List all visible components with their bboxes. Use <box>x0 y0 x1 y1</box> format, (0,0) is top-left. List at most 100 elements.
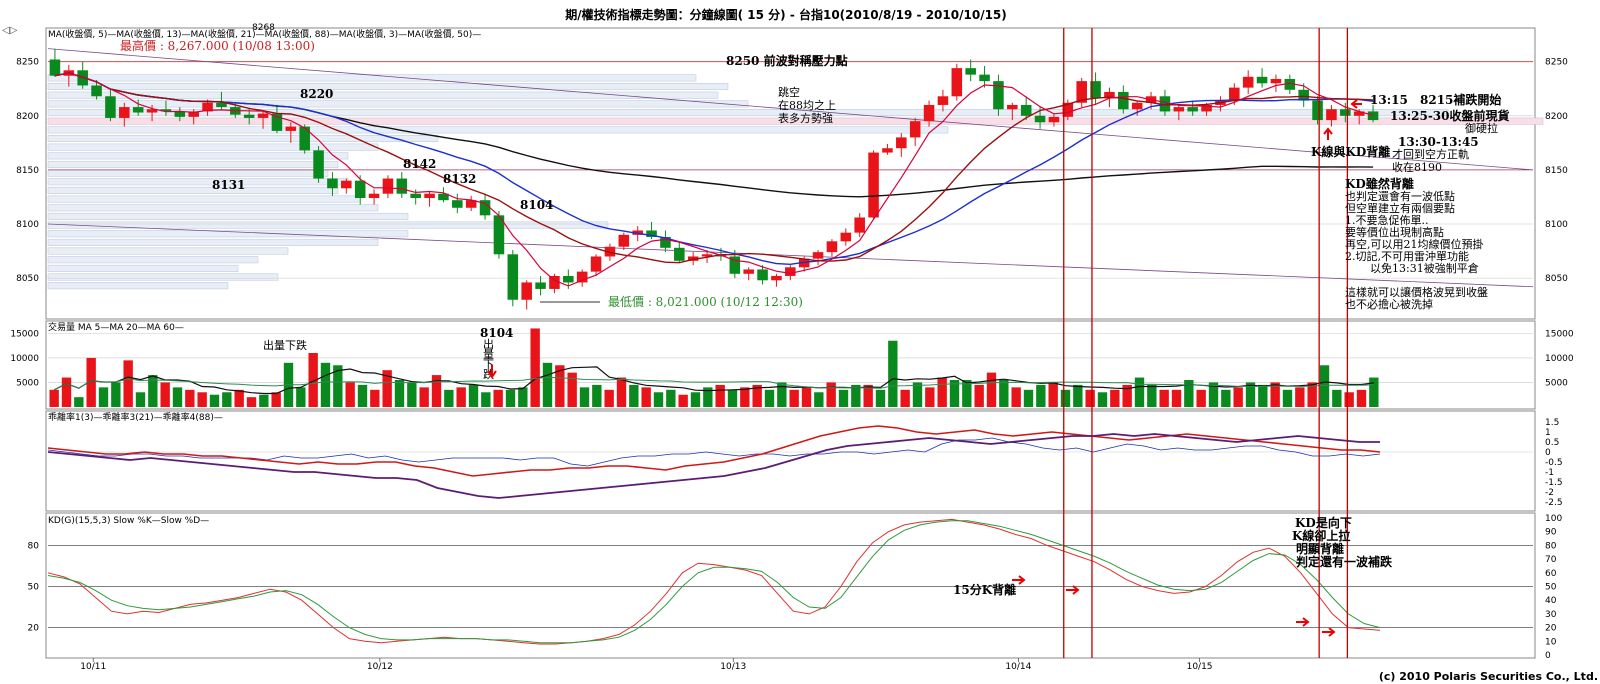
note-r6: 收在8190 <box>1392 160 1442 174</box>
nav-arrows-icon[interactable]: ◁▷ <box>2 25 18 36</box>
volume-bar <box>160 382 170 407</box>
volume-profile-bar <box>47 273 279 281</box>
bias-tick-right: 0.5 <box>1545 438 1559 448</box>
candle-body <box>1242 76 1254 88</box>
kd-line-k <box>47 518 1381 645</box>
candle-body <box>49 59 61 76</box>
candle-body <box>1020 104 1032 116</box>
volume-bar <box>764 389 775 407</box>
candle-body <box>146 109 158 113</box>
volume-tick-right: 10000 <box>1545 354 1574 364</box>
kd-tick-right: 40 <box>1545 596 1557 606</box>
price-panel <box>45 27 1536 320</box>
candle-body <box>1270 78 1282 84</box>
kd-legend: KD(G)(15,5,3) Slow %K—Slow %D— <box>48 516 209 526</box>
volume-bar <box>1171 389 1182 407</box>
volume-bar <box>949 380 960 407</box>
volume-profile-bar <box>47 178 349 186</box>
volume-bar <box>246 397 257 407</box>
candle-body <box>368 193 380 199</box>
volume-bar <box>937 377 947 407</box>
candle-body <box>1367 111 1379 121</box>
bias-tick-right: 1.5 <box>1545 418 1559 428</box>
high-price-label: 最高價 : 8,267.000 (10/08 13:00) <box>120 38 315 53</box>
kd-tick-right: 0 <box>1545 651 1551 661</box>
kd-line-d <box>47 520 1381 644</box>
volume-bar <box>493 389 503 407</box>
volume-profile-bar <box>47 195 359 203</box>
candle-body <box>1353 111 1365 116</box>
price-tick-right: 8200 <box>1545 112 1568 122</box>
candle-body <box>132 107 144 113</box>
volume-bar <box>1319 365 1330 407</box>
candle-body <box>632 230 643 235</box>
volume-tick-left: 5000 <box>16 378 39 388</box>
volume-bar <box>1060 389 1071 407</box>
volume-bar <box>357 384 368 407</box>
candle-body <box>1256 76 1268 84</box>
candle-body <box>299 126 310 151</box>
volume-bar <box>74 397 84 407</box>
volume-bar <box>296 387 306 407</box>
volume-bar <box>1245 382 1256 407</box>
kd-tick-right: 60 <box>1545 569 1557 579</box>
candle-body <box>812 252 824 259</box>
ma5-line <box>54 72 1374 287</box>
volume-profile-bar <box>47 100 749 108</box>
volume-bar <box>1159 389 1169 407</box>
volume-profile-bar <box>47 143 379 151</box>
candle-body <box>507 254 519 300</box>
candle-body <box>979 74 990 82</box>
candle-body <box>993 81 1004 110</box>
candle-body <box>604 246 616 257</box>
volume-ma5-line <box>53 366 1374 395</box>
volume-bar <box>456 387 466 407</box>
volume-tick-left: 15000 <box>10 329 39 339</box>
note-n3: 但空單建立有兩個要點 <box>1345 201 1455 215</box>
arrow-right-icon <box>1296 617 1310 627</box>
volume-panel <box>45 320 1536 410</box>
volume-bar <box>394 380 405 407</box>
kd-tick-right: 70 <box>1545 555 1557 565</box>
candle-body <box>257 113 269 118</box>
volume-bar <box>789 389 799 407</box>
volume-bar <box>407 382 417 407</box>
candle-body <box>465 200 477 208</box>
candle-body <box>202 102 213 112</box>
volume-bar <box>481 392 491 407</box>
candle-body <box>1298 89 1309 101</box>
level-8142: 8142 <box>403 157 436 171</box>
volume-bar <box>1356 389 1367 407</box>
candle-body <box>424 193 435 199</box>
candle-body <box>521 282 532 300</box>
date-tick: 10/11 <box>80 662 106 672</box>
note-r5: 才回到空方正軌 <box>1392 147 1469 161</box>
chart-title: 期/權技術指標走勢圖：分鐘線圖( 15 分) - 台指10(2010/8/19 … <box>565 7 1007 22</box>
volume-bar <box>1011 387 1021 407</box>
top-cut-label: 8268 <box>252 23 275 33</box>
volume-bar <box>727 389 738 407</box>
note-n8: 以免13:31被強制平倉 <box>1370 261 1479 275</box>
date-tick: 10/12 <box>367 662 393 672</box>
volume-bar <box>690 392 701 407</box>
price-legend: MA(收盤價, 5)—MA(收盤價, 13)—MA(收盤價, 21)—MA(收盤… <box>48 28 481 40</box>
candle-body <box>243 114 255 118</box>
volume-profile-bar <box>47 238 379 246</box>
volume-bar <box>1196 389 1206 407</box>
candle-body <box>785 267 796 276</box>
level-8220: 8220 <box>300 87 333 101</box>
volume-bar <box>1036 384 1046 407</box>
volume-bar <box>999 380 1009 407</box>
volume-bar <box>172 387 183 407</box>
volume-bar <box>986 372 997 407</box>
kd-tick-right: 90 <box>1545 528 1557 538</box>
kd-note-r4: 判定還有一波補跌 <box>1296 554 1393 569</box>
volume-bar <box>209 394 220 407</box>
note-r1-text: 8215補跌開始 <box>1420 92 1501 107</box>
candle-body <box>896 137 907 149</box>
volume-bar <box>629 384 639 407</box>
volume-note-char-2: 量 <box>483 348 494 361</box>
volume-bar <box>653 392 664 407</box>
price-tick-right: 8050 <box>1545 274 1568 284</box>
